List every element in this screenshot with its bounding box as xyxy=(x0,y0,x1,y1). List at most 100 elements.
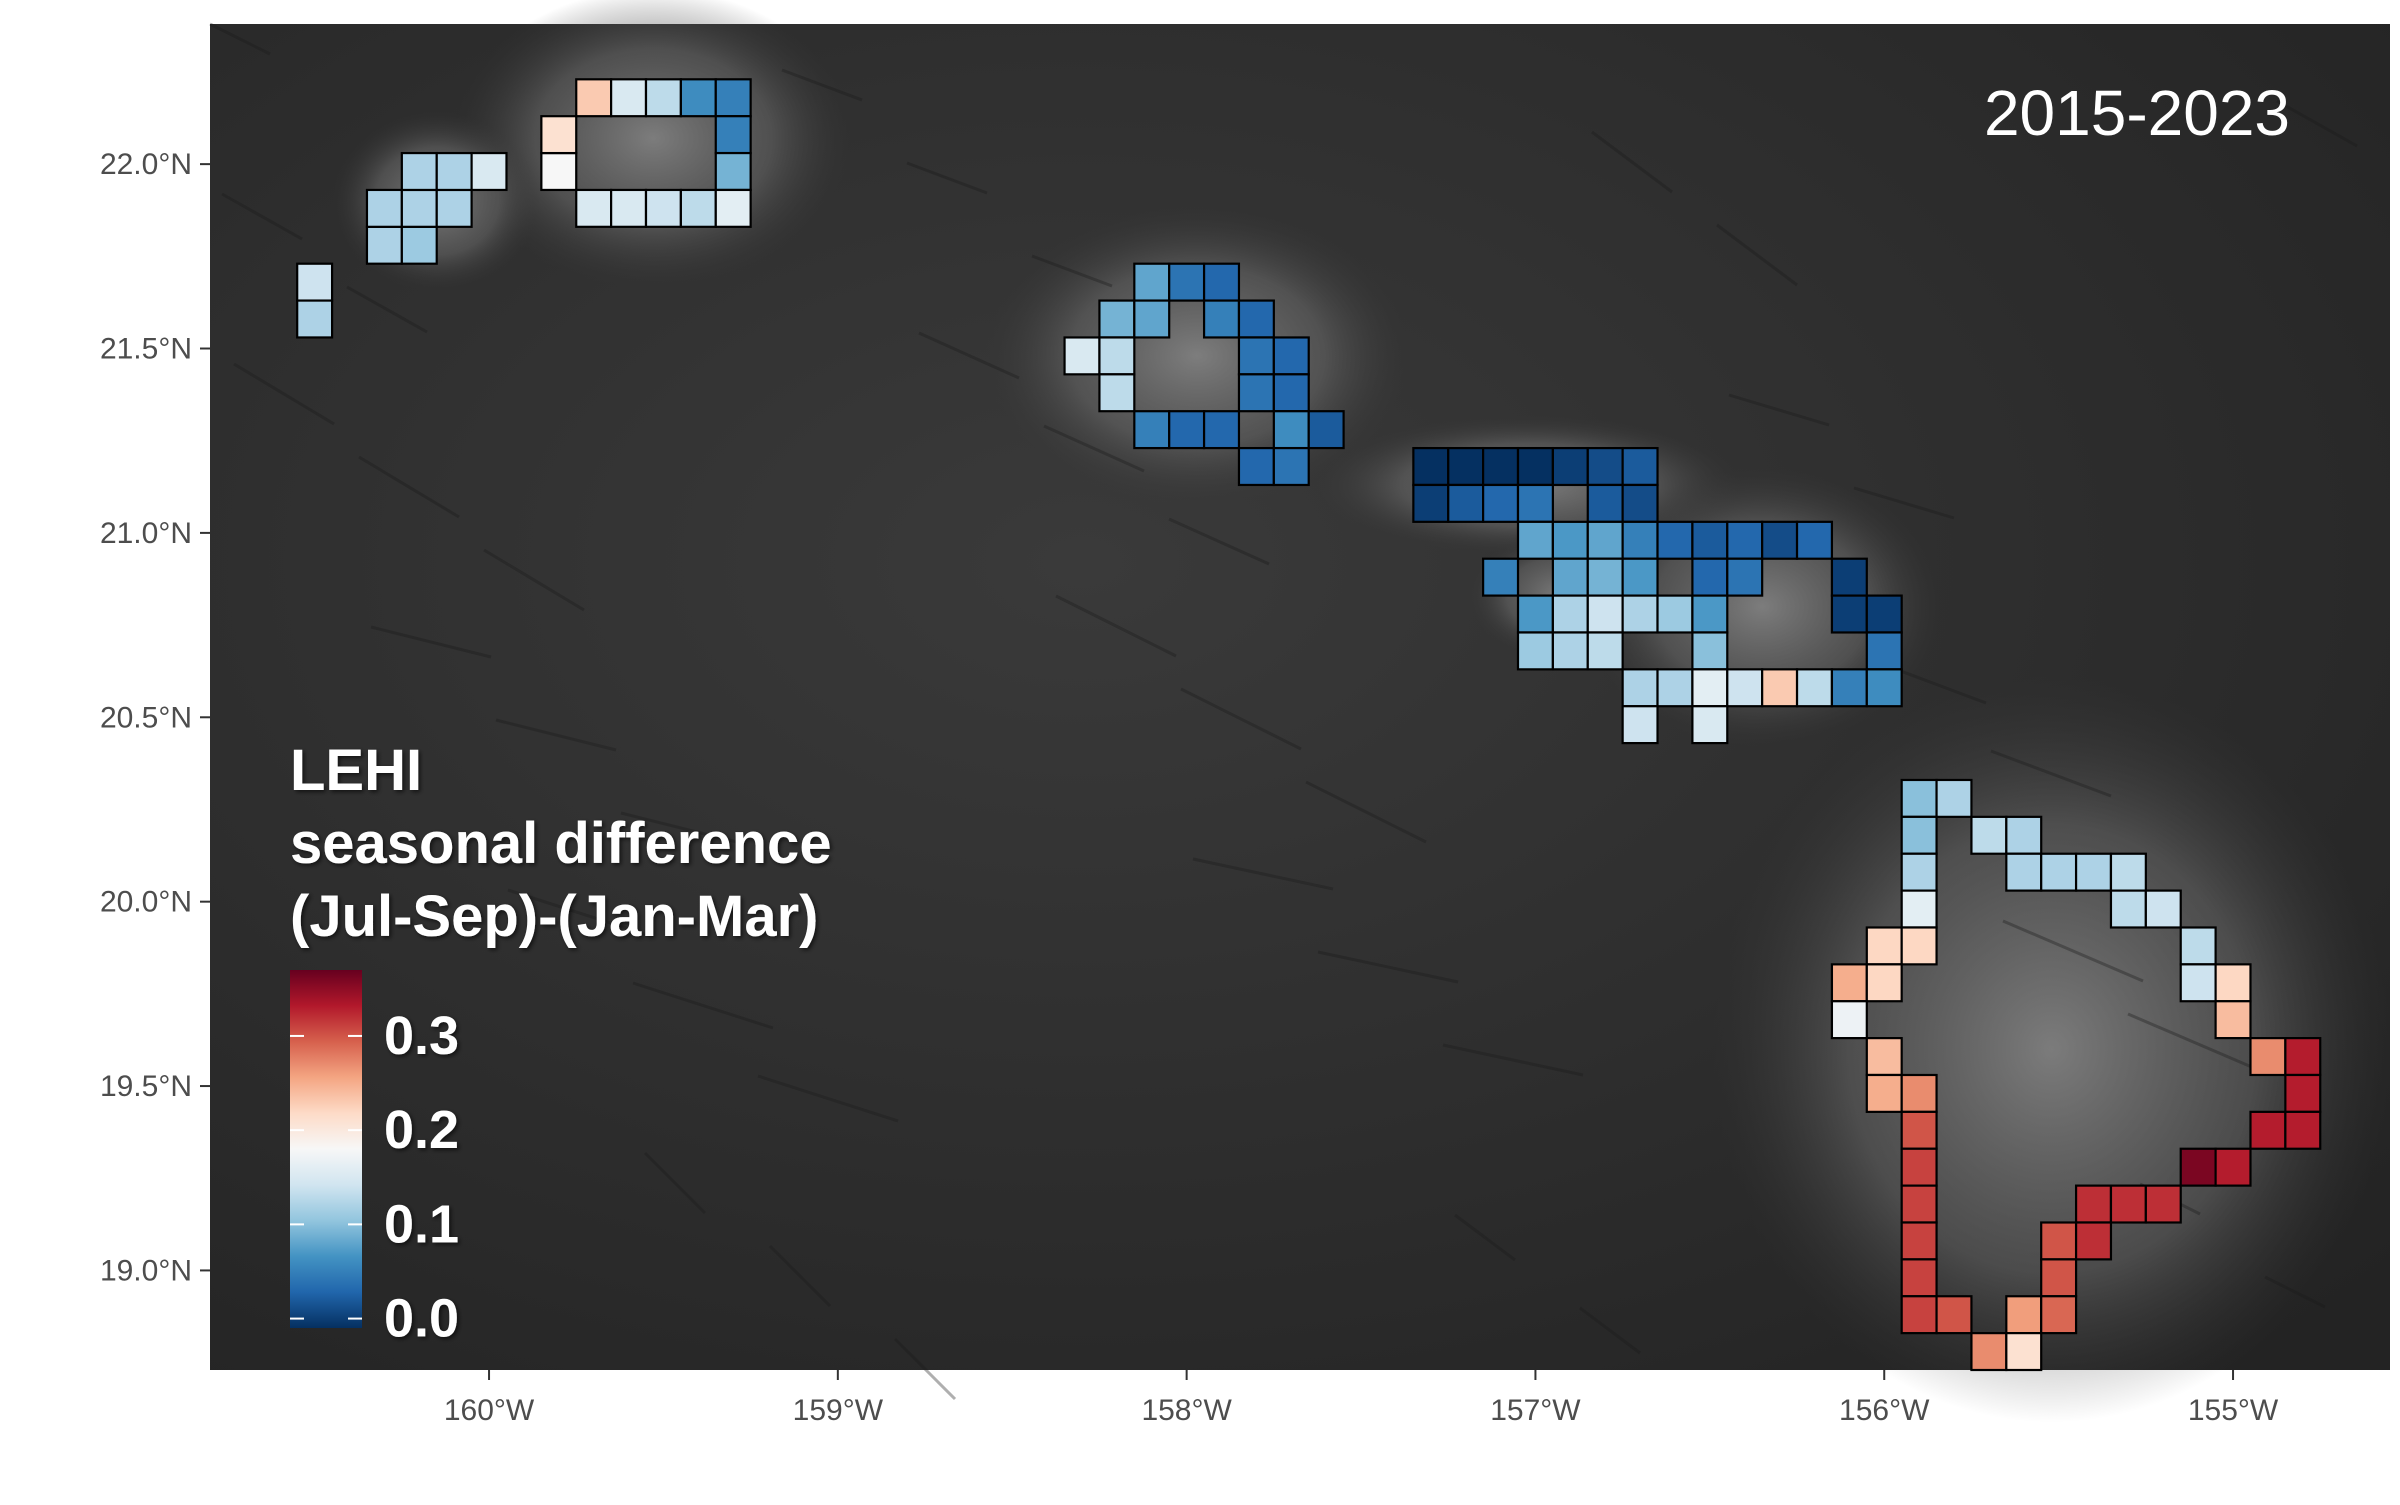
grid-cell xyxy=(1168,410,1206,450)
grid-cell xyxy=(1656,668,1694,708)
grid-cell xyxy=(1551,520,1589,560)
grid-cell xyxy=(296,299,334,339)
grid-cell xyxy=(1586,557,1624,597)
grid-cell xyxy=(1656,520,1694,560)
terrain-streak xyxy=(209,22,271,56)
grid-cell xyxy=(1865,668,1903,708)
grid-cell xyxy=(1551,631,1589,671)
terrain-streak xyxy=(1031,254,1113,288)
lehi-grid-cells xyxy=(296,78,2322,1372)
grid-cell xyxy=(1586,520,1624,560)
grid-cell xyxy=(1970,1332,2008,1372)
grid-cell xyxy=(2284,1073,2322,1113)
grid-cell xyxy=(1516,631,1554,671)
terrain-streak xyxy=(1442,1043,1584,1077)
grid-cell xyxy=(644,188,682,228)
grid-cell xyxy=(1795,668,1834,708)
grid-cell xyxy=(610,78,648,118)
grid-cell xyxy=(1900,1221,1938,1261)
grid-cell xyxy=(1726,668,1764,708)
grid-cell xyxy=(1516,520,1554,560)
terrain-streak xyxy=(1853,486,1955,520)
grid-cell xyxy=(1098,299,1136,339)
terrain-streak xyxy=(2264,1275,2326,1309)
grid-cell xyxy=(1900,1110,1938,1150)
grid-cell xyxy=(2005,1295,2043,1335)
grid-cell xyxy=(1516,446,1554,487)
terrain-streak xyxy=(1728,393,1830,427)
grid-cell xyxy=(575,78,613,118)
grid-cell xyxy=(2005,815,2043,855)
grid-cell xyxy=(714,151,752,192)
grid-cell xyxy=(1307,410,1345,450)
grid-cell xyxy=(1830,668,1868,708)
terrain-streak xyxy=(781,68,863,102)
grid-cell xyxy=(1691,668,1729,708)
grid-cell xyxy=(1516,594,1554,634)
grid-cell xyxy=(1586,631,1624,671)
grid-cell xyxy=(1900,1184,1938,1224)
grid-cell xyxy=(2109,852,2147,892)
grid-cell xyxy=(1935,778,1973,818)
grid-cell xyxy=(1761,520,1799,560)
grid-cell xyxy=(2214,963,2252,1003)
grid-cell xyxy=(1621,705,1659,745)
x-tick-label: 160°W xyxy=(444,1394,535,1427)
grid-cell xyxy=(2040,1221,2078,1261)
grid-cell xyxy=(1237,299,1275,339)
grid-cell xyxy=(1237,446,1275,487)
grid-cell xyxy=(1412,483,1450,523)
terrain-streak xyxy=(483,548,585,612)
terrain-streak xyxy=(757,1074,899,1123)
grid-cell xyxy=(1865,594,1903,634)
grid-cell xyxy=(2109,889,2147,929)
grid-cell xyxy=(1865,926,1903,966)
terrain-streak xyxy=(507,888,649,937)
y-tick-label: 21.0°N xyxy=(100,517,192,550)
grid-cell xyxy=(1621,594,1659,634)
grid-cell xyxy=(1586,483,1624,523)
y-tick-label: 19.5°N xyxy=(100,1070,192,1103)
terrain-streak xyxy=(495,718,617,752)
grid-cell xyxy=(2179,926,2217,966)
grid-cell xyxy=(1621,520,1659,560)
terrain-streak xyxy=(1591,130,1673,194)
grid-cell xyxy=(365,225,403,265)
grid-cell xyxy=(1482,483,1520,523)
x-tick-label: 159°W xyxy=(793,1394,884,1427)
grid-cell xyxy=(2284,1110,2322,1150)
grid-cell xyxy=(470,151,508,192)
grid-cell xyxy=(1900,815,1938,855)
legend-title-line-1: LEHI xyxy=(290,738,422,803)
grid-cell xyxy=(296,262,334,302)
terrain-streak xyxy=(906,161,988,195)
grid-cell xyxy=(1935,1295,1973,1335)
grid-cell xyxy=(1900,1073,1938,1113)
x-tick-label: 158°W xyxy=(1141,1394,1232,1427)
x-tick-label: 155°W xyxy=(2188,1394,2279,1427)
grid-cell xyxy=(2179,963,2217,1003)
terrain-streak xyxy=(1192,857,1334,891)
terrain-streak xyxy=(346,285,428,334)
legend-tick-label: 0.0 xyxy=(384,1289,459,1349)
grid-cell xyxy=(1865,631,1903,671)
grid-cell xyxy=(1272,336,1310,376)
grid-cell xyxy=(1586,594,1624,634)
grid-cell xyxy=(1063,336,1101,376)
grid-cell xyxy=(1621,483,1659,523)
grid-cell xyxy=(1691,631,1729,671)
grid-cell xyxy=(1970,815,2008,855)
grid-cell xyxy=(1691,557,1729,597)
grid-cell xyxy=(1412,446,1450,487)
grid-cell xyxy=(2074,1184,2113,1224)
terrain-streak xyxy=(918,331,1020,380)
grid-cell xyxy=(1865,963,1903,1003)
grid-cell xyxy=(1900,889,1938,929)
grid-cell xyxy=(2109,1184,2147,1224)
grid-cell xyxy=(1237,373,1275,413)
y-tick-label: 21.5°N xyxy=(100,333,192,366)
legend-title-line-2: seasonal difference xyxy=(290,811,832,876)
legend-tick-label: 0.3 xyxy=(384,1006,459,1066)
